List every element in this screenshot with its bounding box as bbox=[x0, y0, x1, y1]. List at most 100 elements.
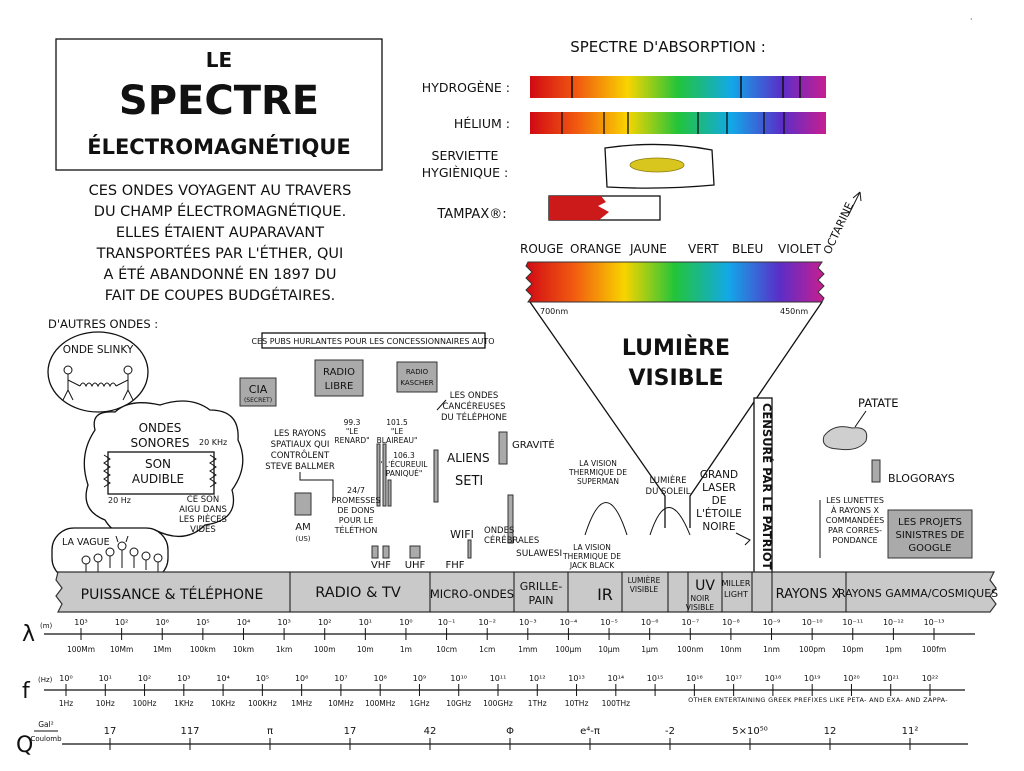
helium-spectrum bbox=[530, 112, 826, 134]
freq-exp: 10⁴ bbox=[216, 674, 229, 683]
promesses-line: 24/7 bbox=[347, 486, 365, 495]
freq-exp: 10¹¹ bbox=[490, 674, 507, 683]
am-bar bbox=[294, 492, 312, 516]
q-unit-top: Gal² bbox=[38, 720, 54, 729]
vhf-bar-1 bbox=[371, 545, 379, 559]
lambda-exp: 10⁻⁵ bbox=[600, 618, 618, 627]
band-miller-1: MILLER bbox=[722, 579, 751, 588]
band-grille-2: PAIN bbox=[529, 594, 554, 607]
q-value: π bbox=[267, 726, 273, 737]
lambda-exp: 10⁶ bbox=[156, 618, 169, 627]
freq-exp: 10³ bbox=[177, 674, 190, 683]
visible-spectrum: ROUGE ORANGE JAUNE VERT BLEU VIOLET OCTA… bbox=[520, 191, 862, 528]
audible-label-2: AUDIBLE bbox=[132, 472, 184, 486]
lambda-name: 100fm bbox=[922, 645, 946, 654]
censure-label: CENSURÉ PAR LE PATRIOT ACT bbox=[760, 403, 775, 599]
lunettes-line: COMMANDÉES bbox=[826, 514, 885, 525]
freq-name: 1KHz bbox=[174, 699, 193, 708]
laser-line: NOIRE bbox=[702, 521, 735, 533]
freq-unit: (Hz) bbox=[38, 676, 53, 684]
lambda-name: 1cm bbox=[479, 645, 495, 654]
q-symbol: Q bbox=[16, 733, 33, 758]
lambda-name: 100km bbox=[190, 645, 216, 654]
octarine-arrowhead bbox=[852, 191, 862, 202]
lambda-name: 10m bbox=[357, 645, 374, 654]
vision-superman: LA VISION THERMIQUE DE SUPERMAN bbox=[568, 459, 627, 486]
corner-mark: · bbox=[970, 15, 973, 24]
freq-name: 100Hz bbox=[133, 699, 157, 708]
band-micro: MICRO-ONDES bbox=[430, 587, 514, 601]
google-line: SINISTRES DE bbox=[896, 530, 965, 541]
lambda-name: 10Mm bbox=[110, 645, 133, 654]
color-name: VERT bbox=[688, 242, 719, 256]
sound-label-2: SONORES bbox=[130, 436, 189, 450]
band-gamma: RAYONS GAMMA/COSMIQUES bbox=[838, 587, 998, 600]
promesses-line: POUR LE bbox=[339, 516, 374, 525]
octarine-label: OCTARINE bbox=[821, 200, 856, 256]
lambda-name: 10pm bbox=[842, 645, 864, 654]
wifi-label: WIFI bbox=[450, 528, 474, 541]
laser-line: LASER bbox=[702, 482, 736, 494]
audible-box bbox=[107, 451, 215, 495]
audible-zigzag-left bbox=[103, 454, 111, 488]
soleil-curve bbox=[649, 507, 691, 536]
vision-line: THERMIQUE DE bbox=[562, 552, 621, 561]
audible-label-1: SON bbox=[145, 457, 171, 471]
freq-name: 100KHz bbox=[248, 699, 277, 708]
freq-exp: 10¹⁰ bbox=[450, 674, 467, 683]
lambda-exp: 10⁻⁴ bbox=[560, 618, 578, 627]
audible-zigzag-right bbox=[209, 454, 217, 488]
lambda-name: 1pm bbox=[885, 645, 902, 654]
title-line2: SPECTRE bbox=[119, 78, 319, 124]
wave-crowd bbox=[81, 535, 163, 574]
freq-name: 1MHz bbox=[291, 699, 312, 708]
hz-label: 20 Hz bbox=[108, 496, 131, 505]
lambda-exp: 10⁻⁶ bbox=[641, 618, 659, 627]
lunettes-note: LES LUNETTES À RAYONS X COMMANDÉES PAR C… bbox=[826, 496, 885, 545]
uhf-label: UHF bbox=[405, 560, 426, 571]
soleil-line: DU SOLEIL bbox=[646, 487, 691, 497]
radio-libre-box bbox=[314, 359, 364, 397]
patate-label: PATATE bbox=[858, 396, 899, 410]
band-uv: UV bbox=[695, 578, 715, 594]
lambda-exp: 10⁴ bbox=[237, 618, 250, 627]
gravite-label: GRAVITÉ bbox=[512, 438, 555, 451]
lambda-name: 100μm bbox=[555, 645, 581, 654]
q-value: e⁴-π bbox=[580, 726, 600, 737]
intro-line: A ÉTÉ ABANDONNÉ EN 1897 DU bbox=[104, 266, 337, 283]
freq-name: 10THz bbox=[565, 699, 589, 708]
radio-kascher-2: KASCHER bbox=[400, 379, 433, 387]
band-ir: IR bbox=[597, 585, 613, 604]
lambda-exp: 10² bbox=[115, 618, 128, 627]
helium-label: HÉLIUM : bbox=[454, 116, 510, 131]
other-waves: D'AUTRES ONDES : ONDE SLINKY ONDES SONOR… bbox=[47, 317, 244, 581]
nm-450: 450nm bbox=[780, 307, 808, 316]
rayons-note: LES RAYONS SPATIAUX QUI CONTRÔLENT STEVE… bbox=[265, 429, 335, 472]
freq-exp: 10⁷ bbox=[334, 674, 347, 683]
blogorays-label: BLOGORAYS bbox=[888, 472, 955, 485]
freq-line: PANIQUÉ" bbox=[386, 469, 423, 478]
freq-993: 99.3 "LE RENARD" bbox=[334, 418, 369, 445]
intro-paragraph: CES ONDES VOYAGENT AU TRAVERS DU CHAMP É… bbox=[89, 183, 352, 304]
visible-label-2: VISIBLE bbox=[628, 366, 723, 391]
laser-arrow bbox=[735, 532, 751, 546]
pubs-box bbox=[261, 332, 486, 349]
vhf-label: VHF bbox=[371, 560, 391, 571]
radio-kascher-1: RADIO bbox=[406, 368, 429, 376]
lambda-name: 1μm bbox=[641, 645, 658, 654]
google-note: LES PROJETS SINISTRES DE GOOGLE bbox=[896, 517, 965, 554]
title-line1: LE bbox=[206, 48, 232, 72]
wave-label: LA VAGUE bbox=[62, 537, 110, 548]
cancer-pointer bbox=[436, 399, 447, 411]
lambda-name: 1Mm bbox=[153, 645, 172, 654]
napkin-label-2: HYGIÈNIQUE : bbox=[422, 165, 508, 180]
band-xrays: RAYONS X bbox=[776, 587, 841, 602]
freq-exp: 10² bbox=[138, 674, 151, 683]
wifi-bar bbox=[467, 539, 472, 559]
freq-exp: 10¹⁸ bbox=[765, 674, 782, 683]
lunettes-line: LES LUNETTES bbox=[826, 496, 884, 505]
lunettes-line: PONDANCE bbox=[832, 536, 877, 545]
uhf-bar bbox=[409, 545, 421, 559]
band-noir-1: NOIR bbox=[691, 594, 710, 603]
